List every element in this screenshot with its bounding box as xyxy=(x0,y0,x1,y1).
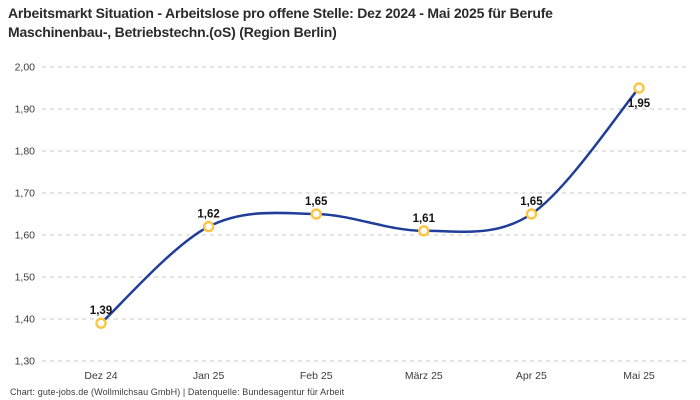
data-point-label: 1,62 xyxy=(197,209,219,221)
series-line xyxy=(99,86,641,325)
x-tick-label: Dez 24 xyxy=(84,370,117,382)
data-point-marker xyxy=(310,208,322,220)
data-point-label: 1,61 xyxy=(413,213,436,225)
data-point-marker xyxy=(202,220,215,233)
data-point-marker xyxy=(95,317,107,329)
chart-footer: Chart: gute-jobs.de (Wollmilchsau GmbH) … xyxy=(10,387,345,397)
y-tick-label: 1,30 xyxy=(15,356,36,368)
data-point-label: 1,65 xyxy=(520,196,543,208)
y-tick-label: 1,90 xyxy=(15,104,36,116)
data-point-label: 1,95 xyxy=(628,98,651,110)
data-point-label: 1,39 xyxy=(90,305,112,317)
chart-title: Arbeitsmarkt Situation - Arbeitslose pro… xyxy=(8,5,553,40)
data-point-marker xyxy=(525,208,538,220)
data-point-label: 1,65 xyxy=(305,196,328,208)
y-tick-label: 2,00 xyxy=(15,62,36,74)
y-tick-label: 1,70 xyxy=(15,188,36,200)
x-tick-label: Apr 25 xyxy=(516,370,547,382)
data-point-marker xyxy=(633,82,645,94)
y-tick-label: 1,60 xyxy=(15,230,36,242)
data-point-marker xyxy=(418,225,430,237)
y-tick-label: 1,80 xyxy=(15,146,36,158)
y-tick-label: 1,40 xyxy=(15,314,36,326)
x-tick-label: Feb 25 xyxy=(300,370,333,382)
y-tick-label: 1,50 xyxy=(15,272,36,284)
x-tick-label: Mai 25 xyxy=(623,370,655,382)
x-tick-label: März 25 xyxy=(405,370,443,382)
x-tick-label: Jan 25 xyxy=(193,370,225,382)
